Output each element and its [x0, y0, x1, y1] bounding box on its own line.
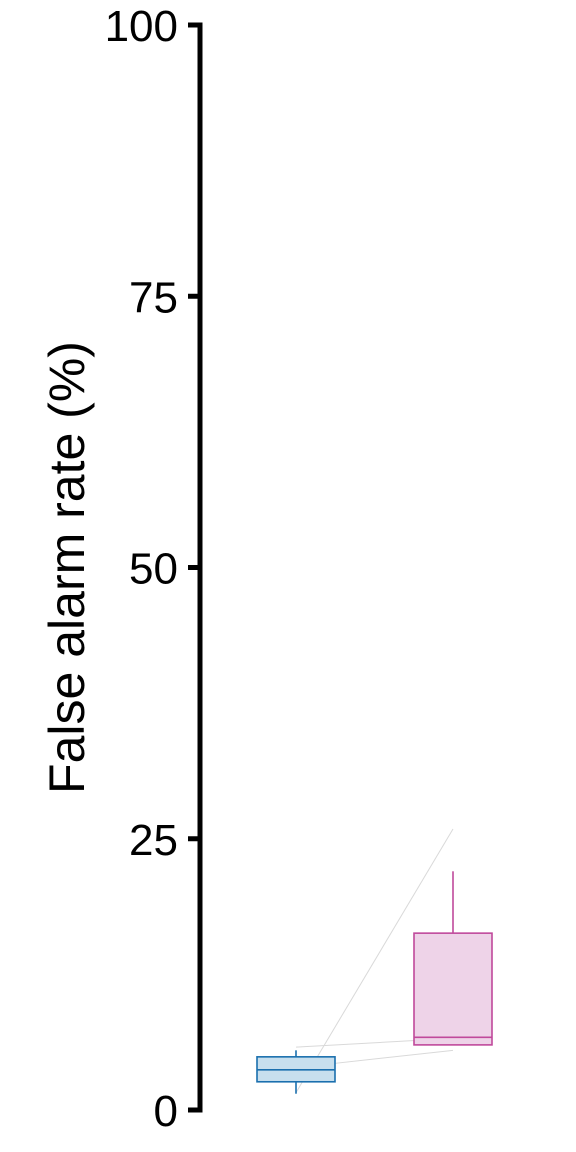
- box-iqr: [414, 933, 492, 1045]
- boxes: [257, 871, 492, 1093]
- y-tick-label: 25: [129, 816, 178, 865]
- y-axis-title: False alarm rate (%): [39, 341, 95, 794]
- box-group-1: [257, 1050, 335, 1093]
- y-tick-label: 100: [105, 2, 178, 51]
- y-tick-label: 0: [154, 1087, 178, 1136]
- y-ticks: 0 25 50 75 100: [105, 2, 200, 1136]
- box-group-2: [414, 871, 492, 1045]
- y-tick-label: 75: [129, 273, 178, 322]
- y-tick-label: 50: [129, 545, 178, 594]
